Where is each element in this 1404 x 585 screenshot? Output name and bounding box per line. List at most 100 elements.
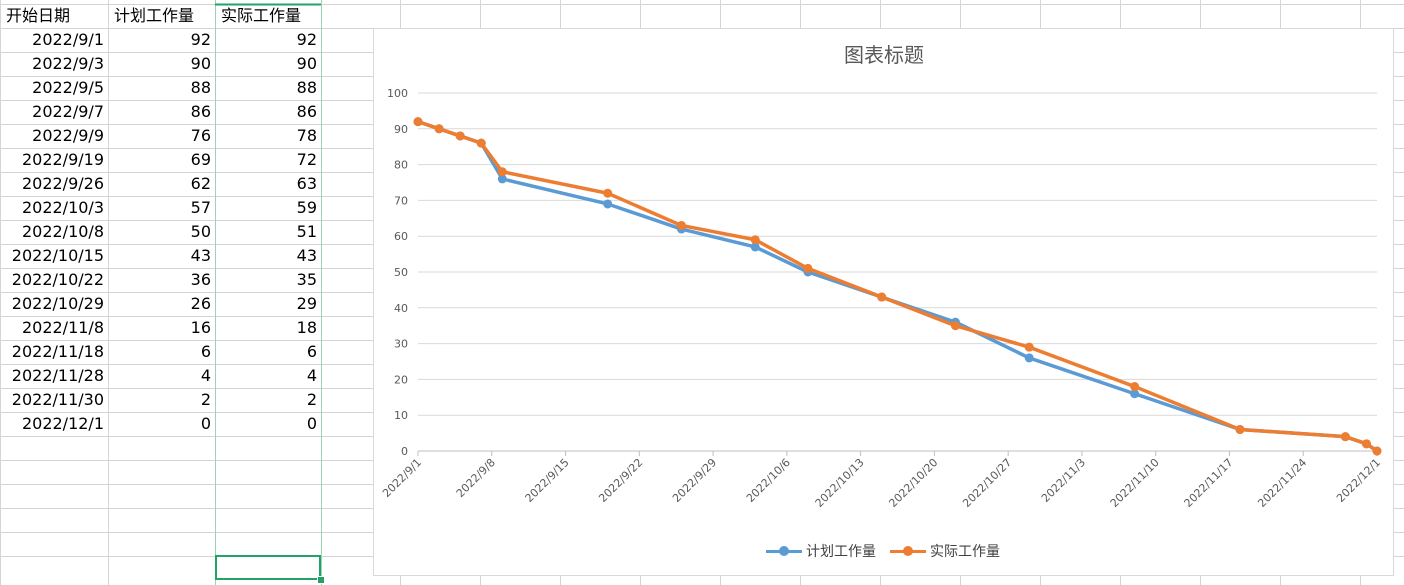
data-point[interactable]	[950, 321, 960, 331]
y-tick-label: 50	[394, 266, 408, 279]
table-cell[interactable]: 86	[296, 102, 317, 121]
table-cell[interactable]: 2	[200, 390, 211, 409]
legend-dot-icon	[903, 545, 913, 556]
table-cell[interactable]: 90	[296, 54, 317, 73]
chart-legend[interactable]: 计划工作量 实际工作量	[766, 541, 1014, 561]
table-cell[interactable]: 2022/9/3	[32, 54, 104, 73]
x-tick-label: 2022/12/1	[1334, 456, 1383, 505]
table-cell[interactable]: 16	[190, 318, 211, 337]
fill-handle[interactable]	[317, 576, 325, 584]
table-cell[interactable]: 36	[190, 270, 211, 289]
table-cell[interactable]: 6	[306, 342, 317, 361]
data-point[interactable]	[1130, 389, 1140, 399]
data-point[interactable]	[676, 220, 686, 230]
table-cell[interactable]: 51	[296, 222, 317, 241]
header-cell[interactable]: 计划工作量	[114, 6, 195, 25]
table-cell[interactable]: 90	[190, 54, 211, 73]
table-cell[interactable]: 78	[296, 126, 317, 145]
table-cell[interactable]: 43	[190, 246, 211, 265]
table-cell[interactable]: 88	[190, 78, 211, 97]
chart-plot: 图表标题 0 10 20 30 40 50 60 70 80 90 100 2022/9/1 2022/9…	[380, 43, 1383, 510]
data-point[interactable]	[434, 124, 444, 134]
table-cell[interactable]: 2022/9/5	[32, 78, 104, 97]
table-cell[interactable]: 6	[200, 342, 211, 361]
table-cell[interactable]: 2022/11/28	[11, 366, 104, 385]
data-point[interactable]	[413, 117, 423, 127]
data-point[interactable]	[476, 138, 486, 148]
x-tick-label: 2022/9/15	[523, 456, 572, 505]
table-cell[interactable]: 92	[296, 30, 317, 49]
header-cell[interactable]: 开始日期	[6, 6, 71, 25]
y-tick-label: 10	[394, 409, 408, 422]
y-tick-label: 100	[387, 87, 408, 100]
table-cell[interactable]: 63	[296, 174, 317, 193]
data-point[interactable]	[877, 292, 887, 302]
table-cell[interactable]: 29	[296, 294, 317, 313]
series-line[interactable]	[417, 119, 1378, 453]
data-point[interactable]	[603, 188, 613, 198]
x-tick-label: 2022/9/1	[380, 456, 424, 500]
data-point[interactable]	[750, 242, 760, 252]
selected-cell[interactable]	[215, 555, 321, 580]
table-cell[interactable]: 59	[296, 198, 317, 217]
header-cell[interactable]: 实际工作量	[221, 6, 302, 25]
table-cell[interactable]: 62	[190, 174, 211, 193]
table-cell[interactable]: 26	[190, 294, 211, 313]
data-point[interactable]	[1361, 439, 1371, 449]
data-point[interactable]	[803, 263, 813, 273]
table-cell[interactable]: 86	[190, 102, 211, 121]
table-cell[interactable]: 2022/11/30	[11, 390, 104, 409]
data-point[interactable]	[1235, 425, 1245, 435]
data-point[interactable]	[497, 167, 507, 177]
legend-item[interactable]: 实际工作量	[890, 541, 1000, 561]
data-point[interactable]	[1372, 446, 1382, 456]
x-tick-label: 2022/9/22	[596, 456, 645, 505]
table-cell[interactable]: 2022/9/26	[21, 174, 104, 193]
data-point[interactable]	[1024, 342, 1034, 352]
table-cell[interactable]: 2022/9/9	[32, 126, 104, 145]
x-tick-label: 2022/9/29	[670, 456, 719, 505]
data-point[interactable]	[1024, 353, 1034, 363]
table-cell[interactable]: 2	[306, 390, 317, 409]
table-cell[interactable]: 2022/10/3	[21, 198, 104, 217]
table-cell[interactable]: 92	[190, 30, 211, 49]
table-cell[interactable]: 2022/10/29	[11, 294, 104, 313]
table-cell[interactable]: 2022/9/19	[21, 150, 104, 169]
table-cell[interactable]: 4	[200, 366, 211, 385]
x-tick-label: 2022/10/13	[813, 456, 867, 510]
data-point[interactable]	[1340, 432, 1350, 442]
data-point[interactable]	[1130, 382, 1140, 392]
line-chart[interactable]: 图表标题 0 10 20 30 40 50 60 70 80 90 100 2022/9/1 2022/9…	[373, 28, 1394, 576]
y-tick-label: 90	[394, 123, 408, 136]
table-cell[interactable]: 2022/11/18	[11, 342, 104, 361]
table-cell[interactable]: 0	[200, 414, 211, 433]
table-cell[interactable]: 2022/10/22	[11, 270, 104, 289]
table-cell[interactable]: 4	[306, 366, 317, 385]
table-cell[interactable]: 2022/9/1	[32, 30, 104, 49]
table-cell[interactable]: 0	[306, 414, 317, 433]
chart-title[interactable]: 图表标题	[844, 43, 924, 67]
table-cell[interactable]: 2022/10/15	[11, 246, 104, 265]
table-cell[interactable]: 2022/9/7	[32, 102, 104, 121]
data-point[interactable]	[750, 235, 760, 245]
y-tick-label: 80	[394, 159, 408, 172]
table-cell[interactable]: 18	[296, 318, 317, 337]
table-cell[interactable]: 43	[296, 246, 317, 265]
table-cell[interactable]: 57	[190, 198, 211, 217]
table-cell[interactable]: 2022/10/8	[21, 222, 104, 241]
table-cell[interactable]: 69	[190, 150, 211, 169]
table-cell[interactable]: 50	[190, 222, 211, 241]
table-cell[interactable]: 88	[296, 78, 317, 97]
legend-item[interactable]: 计划工作量	[766, 541, 876, 561]
table-cell[interactable]: 76	[190, 126, 211, 145]
data-point[interactable]	[603, 199, 613, 209]
y-tick-label: 60	[394, 230, 408, 243]
y-tick-label: 40	[394, 302, 408, 315]
table-cell[interactable]: 35	[296, 270, 317, 289]
table-cell[interactable]: 72	[296, 150, 317, 169]
data-point[interactable]	[455, 131, 465, 141]
table-cell[interactable]: 2022/12/1	[21, 414, 104, 433]
table-cell[interactable]: 2022/11/8	[21, 318, 104, 337]
data-point[interactable]	[497, 174, 507, 184]
series-line[interactable]	[417, 119, 1378, 453]
